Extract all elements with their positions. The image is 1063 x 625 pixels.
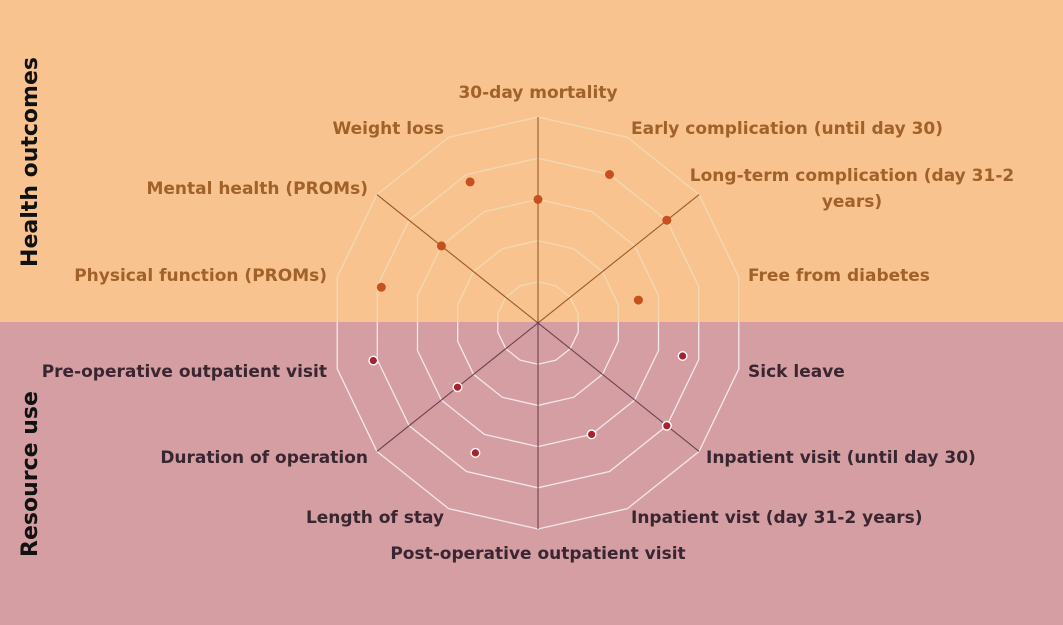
axis-spoke <box>376 194 538 322</box>
axis-label: Post-operative outpatient visit <box>390 544 685 564</box>
axis-label: Early complication (until day 30) <box>631 119 943 139</box>
data-point <box>633 295 643 305</box>
grid-ring <box>457 239 619 322</box>
axis-label: 30-day mortality <box>458 83 617 103</box>
data-point <box>452 382 463 393</box>
data-point <box>677 351 688 362</box>
grid-ring <box>416 198 660 322</box>
axis-label: Long-term complication (day 31-2 years) <box>690 166 1014 212</box>
health-outcomes-label: Health outcomes <box>18 57 43 267</box>
data-point <box>661 420 672 431</box>
axis-label: Sick leave <box>748 362 845 382</box>
data-point <box>605 170 614 179</box>
resource-use-band <box>0 322 1063 625</box>
data-point <box>376 282 386 292</box>
axis-label: Duration of operation <box>160 448 368 468</box>
grid-ring <box>497 281 579 322</box>
data-point <box>586 429 597 440</box>
axis-spoke <box>535 322 700 452</box>
axis-label: Free from diabetes <box>748 266 930 286</box>
data-point <box>436 241 446 251</box>
radar-axes <box>376 117 700 529</box>
grid-ring <box>376 157 700 322</box>
axis-spoke <box>538 194 700 322</box>
resource-use-label: Resource use <box>18 391 43 557</box>
radar-points <box>368 170 688 458</box>
grid-ring <box>336 116 740 322</box>
axis-label: Pre-operative outpatient visit <box>42 362 327 382</box>
axis-label: Weight loss <box>332 119 444 139</box>
data-point <box>368 355 379 366</box>
data-point <box>662 215 672 225</box>
health-outcomes-band <box>0 0 1063 322</box>
data-point <box>470 447 481 458</box>
axis-label: Inpatient vist (day 31-2 years) <box>631 508 922 528</box>
axis-labels: 30-day mortality Early complication (unti… <box>42 83 1015 564</box>
axis-label: Mental health (PROMs) <box>146 179 368 199</box>
axis-label: Inpatient visit (until day 30) <box>706 448 976 468</box>
axis-label: Physical function (PROMs) <box>74 266 327 286</box>
data-point <box>465 177 475 187</box>
axis-label: Length of stay <box>306 508 444 528</box>
data-point <box>533 194 543 204</box>
